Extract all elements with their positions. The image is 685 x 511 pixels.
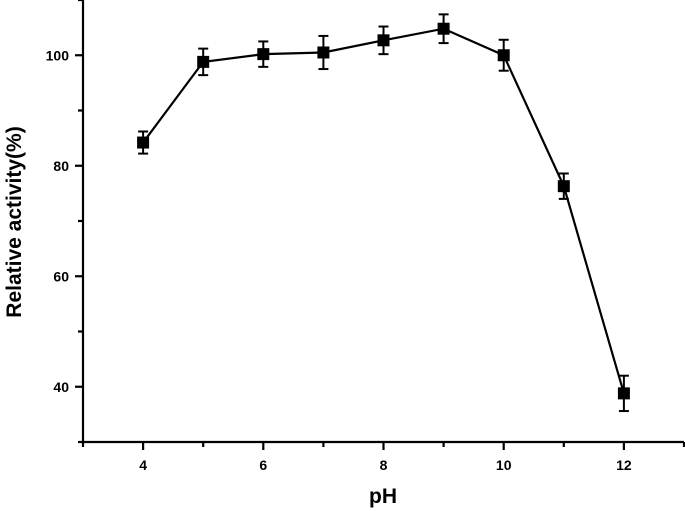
x-axis-title: pH <box>369 485 397 508</box>
data-point <box>257 48 270 61</box>
x-tick-label: 6 <box>259 457 267 473</box>
data-series <box>137 13 630 413</box>
data-point <box>137 136 150 149</box>
y-axis-title: Relative activity(%) <box>3 126 26 317</box>
series-line <box>142 27 625 394</box>
x-tick-label: 10 <box>496 457 512 473</box>
y-tick-label: 40 <box>53 379 69 395</box>
data-point <box>497 49 510 62</box>
x-tick-label: 8 <box>380 457 388 473</box>
y-tick-label: 100 <box>46 47 70 63</box>
data-point <box>197 55 210 68</box>
data-point <box>317 46 330 59</box>
data-point <box>617 387 630 400</box>
data-point <box>377 34 390 47</box>
x-tick-label: 12 <box>616 457 632 473</box>
x-tick-label: 4 <box>139 457 147 473</box>
data-point <box>437 22 450 35</box>
axes <box>81 0 684 444</box>
y-tick-label: 60 <box>53 268 69 284</box>
y-tick-label: 80 <box>53 158 69 174</box>
data-point <box>557 180 570 193</box>
ticks: 4 6 8 10 12 40 60 80 100 <box>46 0 685 473</box>
